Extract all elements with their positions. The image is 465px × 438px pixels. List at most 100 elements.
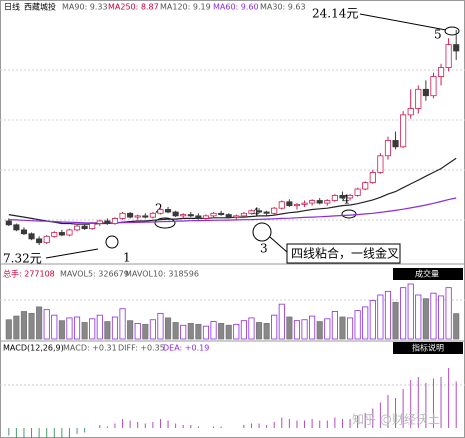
marker — [154, 217, 176, 229]
volume-bar — [195, 323, 202, 340]
volume-bar — [286, 316, 293, 340]
volume-bar — [104, 321, 111, 340]
volume-bar — [422, 298, 429, 340]
volume-bar — [362, 306, 369, 340]
panel-title: 成交量 — [415, 269, 439, 279]
candle-body — [422, 88, 429, 97]
annotation: 1 — [123, 251, 131, 265]
candle-body — [369, 171, 376, 184]
volume-bar — [400, 287, 407, 340]
panel-title-box — [393, 268, 463, 280]
candle-body — [453, 44, 460, 52]
candle-body — [104, 220, 111, 224]
volume-bar — [142, 323, 149, 340]
candle-body — [248, 210, 255, 214]
candle-body — [225, 214, 232, 218]
candle-body — [20, 229, 28, 235]
volume-bar — [180, 324, 187, 340]
candle-body — [316, 200, 323, 204]
candle-body — [43, 235, 50, 244]
arrow — [359, 13, 447, 31]
candle-body — [13, 224, 20, 231]
candle-body — [309, 200, 316, 204]
volume-bar — [430, 292, 437, 340]
candle-body — [157, 209, 164, 214]
annotation: 4 — [252, 206, 260, 220]
candle-body — [142, 215, 149, 218]
candle-body — [89, 223, 96, 230]
volume-bar — [255, 322, 263, 340]
candle-body — [149, 212, 156, 218]
watermark: 知乎 @财经沃土 — [352, 413, 440, 427]
volume-bar — [36, 306, 43, 340]
candle-body — [324, 200, 331, 204]
volume-bar — [51, 314, 58, 340]
volume-bar — [271, 314, 278, 340]
candle-body — [164, 209, 172, 213]
volume-bar — [384, 290, 392, 340]
candle-body — [58, 232, 65, 236]
volume-bar — [13, 315, 20, 340]
volume-bar — [111, 316, 119, 340]
annotation: 4 — [342, 193, 350, 207]
ma-label: MA60: 9.60 — [213, 3, 259, 12]
volume-bar — [210, 321, 217, 340]
annotation: 5 — [434, 28, 442, 42]
candle-body — [331, 195, 338, 201]
volume-bar — [278, 303, 285, 340]
volume-bar — [445, 287, 452, 340]
macd-value: MACD: +0.31 — [63, 344, 117, 353]
ma-label: MA90: 9.33 — [62, 3, 108, 12]
candle-body — [271, 207, 278, 214]
volume-bar — [263, 323, 270, 340]
volume-bar — [157, 312, 164, 340]
volume-bar — [293, 320, 301, 340]
volume-bar — [354, 310, 361, 340]
volume-bar — [127, 320, 134, 340]
candle-body — [437, 67, 445, 77]
ma-label: MA120: 9.19 — [160, 3, 211, 12]
candle-body — [240, 212, 247, 217]
volume-bar — [202, 325, 210, 340]
candle-body — [362, 182, 369, 190]
note-box — [286, 243, 401, 264]
volume-bar — [407, 283, 414, 340]
volume-bar — [149, 319, 156, 340]
volume-ma: MAVOL10: 318596 — [125, 270, 199, 279]
volume-bar — [339, 316, 346, 340]
candle-body — [187, 214, 194, 217]
volume-bar — [392, 301, 399, 340]
volume-bar — [346, 317, 354, 340]
candle-body — [127, 212, 134, 218]
candle-body — [263, 211, 270, 214]
marker — [252, 222, 272, 242]
volume-bar — [187, 323, 194, 340]
marker — [444, 26, 460, 36]
volume-bar — [415, 294, 422, 340]
volume-bar — [5, 319, 12, 340]
volume-bar — [164, 317, 172, 340]
candle-body — [119, 212, 126, 219]
candle-body — [111, 218, 119, 224]
annotation: 四线粘合，一线金叉 — [291, 246, 399, 261]
candle-body — [233, 215, 240, 218]
volume-bar — [309, 315, 316, 340]
volume-bar — [28, 312, 35, 340]
volume-bar — [316, 321, 323, 340]
volume-ma: MAVOL5: 326679 — [60, 270, 129, 279]
volume-bar — [218, 323, 225, 340]
volume-bar — [96, 314, 103, 340]
candle-body — [384, 140, 392, 157]
candle-body — [73, 225, 81, 231]
ma-line — [8, 157, 457, 225]
volume-bar — [377, 294, 384, 340]
arrow — [45, 248, 99, 259]
macd-name: MACD(12,26,9) — [3, 344, 64, 353]
volume-bar — [81, 322, 88, 340]
candle-body — [392, 140, 399, 148]
candle-body — [210, 212, 217, 217]
candle-body — [5, 220, 12, 226]
volume-bar — [20, 311, 28, 340]
